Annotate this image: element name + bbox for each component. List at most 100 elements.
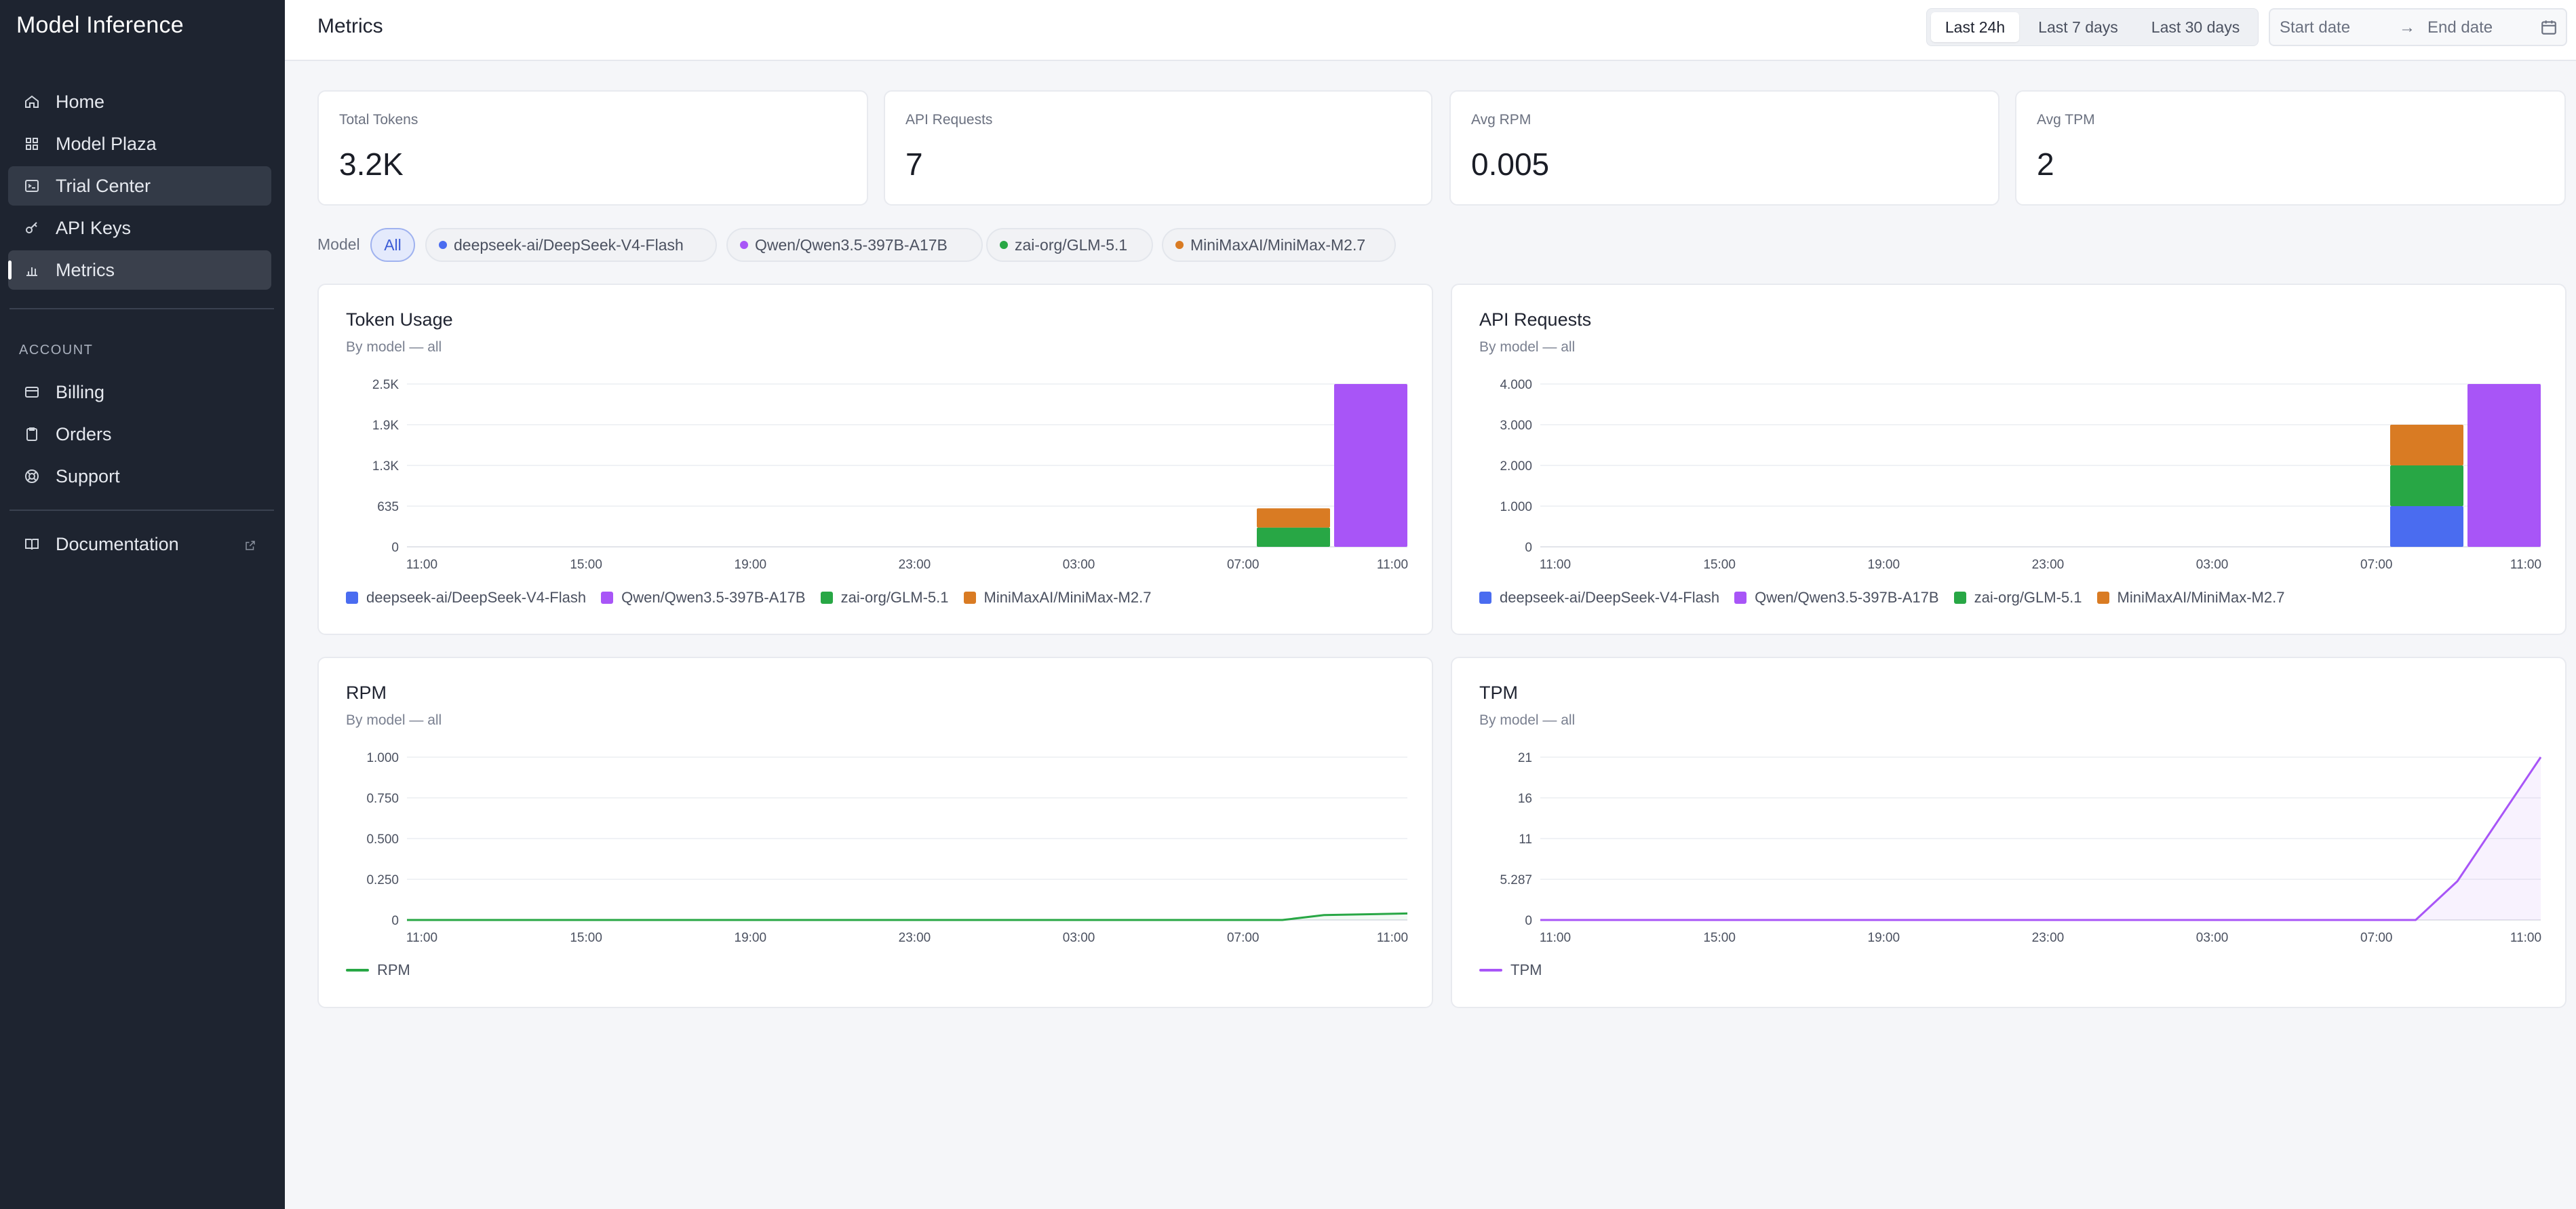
model-chip-qwen[interactable]: Qwen/Qwen3.5-397B-A17B (726, 228, 983, 262)
sidebar-item-support[interactable]: Support (8, 457, 271, 496)
chart-subtitle: By model — all (1479, 712, 1576, 728)
x-tick-label: 11:00 (406, 558, 437, 572)
calendar-icon[interactable] (2540, 18, 2558, 36)
chart-card-token-usage: Token Usage By model — all 0 635 1.3K 1.9K 2… (317, 284, 1433, 635)
sidebar-item-orders[interactable]: Orders (8, 415, 271, 454)
legend-item[interactable]: MiniMaxAI/MiniMax-M2.7 (963, 589, 1152, 607)
rpm-plot: 0 0.250 0.500 0.750 1.000 11:00 15:00 19:00 23:0… (366, 751, 1408, 945)
legend-line (1479, 969, 1502, 972)
chart-subtitle: By model — all (346, 339, 442, 355)
legend-label: MiniMaxAI/MiniMax-M2.7 (983, 589, 1152, 606)
start-date-input[interactable]: Start date (2280, 18, 2351, 37)
legend-item[interactable]: deepseek-ai/DeepSeek-V4-Flash (1479, 589, 1719, 607)
legend-label: MiniMaxAI/MiniMax-M2.7 (2117, 589, 2285, 606)
sidebar-item-label: Trial Center (56, 175, 151, 196)
y-tick-label: 3.000 (1500, 419, 1532, 433)
legend-swatch (601, 592, 614, 604)
legend-item[interactable]: MiniMaxAI/MiniMax-M2.7 (2096, 589, 2285, 607)
y-tick-label: 0 (391, 914, 399, 928)
model-color-dot (439, 241, 447, 249)
legend-item[interactable]: deepseek-ai/DeepSeek-V4-Flash (346, 589, 586, 607)
stat-value: 2 (2037, 147, 2054, 182)
range-last-24h[interactable]: Last 24h (1931, 12, 2019, 42)
x-tick-label: 19:00 (1868, 558, 1900, 572)
date-range-picker[interactable]: Start date → End date (2269, 8, 2567, 46)
x-tick-label: 07:00 (1227, 931, 1260, 945)
model-color-dot (1000, 241, 1008, 249)
area-fill (1540, 757, 2541, 920)
range-last-7-days[interactable]: Last 7 days (2038, 18, 2118, 36)
y-tick-label: 5.287 (1500, 873, 1532, 887)
stat-card-avg-rpm: Avg RPM 0.005 (1449, 90, 1999, 206)
section-label-account: ACCOUNT (19, 343, 94, 358)
y-tick-label: 1.9K (372, 419, 399, 433)
sidebar-item-metrics[interactable]: Metrics (8, 250, 271, 290)
legend-item[interactable]: RPM (346, 961, 410, 979)
legend-swatch (346, 592, 358, 604)
y-tick-label: 0.750 (366, 792, 399, 806)
y-tick-label: 16 (1518, 792, 1532, 806)
sidebar-item-trial-center[interactable]: Trial Center (8, 166, 271, 206)
model-chip-minimax[interactable]: MiniMaxAI/MiniMax-M2.7 (1162, 228, 1396, 262)
brand-title: Model Inference (16, 12, 184, 38)
chart-title: Token Usage (346, 309, 453, 330)
series-line (407, 912, 1408, 921)
model-chip-all[interactable]: All (370, 228, 415, 262)
x-tick-label: 19:00 (735, 931, 767, 945)
legend-swatch (2096, 592, 2109, 604)
legend-item[interactable]: TPM (1479, 961, 1542, 979)
chart-subtitle: By model — all (346, 712, 442, 728)
x-tick-label: 07:00 (2360, 931, 2393, 945)
x-tick-label: 11:00 (2510, 558, 2541, 572)
credit-card-icon (23, 383, 41, 401)
bar-chart-icon (23, 261, 41, 279)
api-requests-plot: 0 1.000 2.000 3.000 4.000 11:00 15:00 19:00 23:0… (1500, 378, 2541, 572)
y-tick-label: 1.3K (372, 459, 399, 474)
y-tick-label: 11 (1519, 832, 1532, 847)
lifebuoy-icon (23, 467, 41, 485)
book-icon (23, 535, 41, 553)
y-tick-label: 0 (1525, 541, 1532, 555)
y-tick-label: 4.000 (1500, 378, 1532, 392)
x-tick-label: 23:00 (2032, 558, 2065, 572)
model-chip-label: MiniMaxAI/MiniMax-M2.7 (1190, 235, 1366, 254)
bar-segment (1257, 508, 1330, 528)
x-tick-label: 23:00 (2032, 931, 2065, 945)
legend-item[interactable]: zai-org/GLM-5.1 (820, 589, 949, 607)
y-tick-label: 635 (377, 500, 399, 514)
legend-label: RPM (377, 961, 410, 978)
stat-value: 3.2K (339, 147, 404, 182)
tpm-plot: 0 5.287 11 16 21 11:00 15:00 19:00 23:00 03:00 07:… (1500, 751, 2542, 945)
model-chip-glm[interactable]: zai-org/GLM-5.1 (986, 228, 1153, 262)
legend-item[interactable]: Qwen/Qwen3.5-397B-A17B (601, 589, 806, 607)
model-filter-label: Model (317, 235, 360, 253)
y-tick-label: 1.000 (366, 751, 399, 765)
legend-item[interactable]: zai-org/GLM-5.1 (1953, 589, 2082, 607)
stat-label: API Requests (905, 112, 993, 128)
x-tick-label: 03:00 (2196, 931, 2229, 945)
legend-label: Qwen/Qwen3.5-397B-A17B (1755, 589, 1939, 606)
sidebar-item-documentation[interactable]: Documentation (8, 524, 271, 564)
legend-label: deepseek-ai/DeepSeek-V4-Flash (1500, 589, 1720, 606)
sidebar-item-billing[interactable]: Billing (8, 372, 271, 412)
sidebar-item-api-keys[interactable]: API Keys (8, 208, 271, 248)
x-tick-label: 03:00 (2196, 558, 2229, 572)
x-tick-label: 07:00 (2360, 558, 2393, 572)
divider (9, 308, 274, 309)
end-date-input[interactable]: End date (2427, 18, 2493, 37)
legend-item[interactable]: Qwen/Qwen3.5-397B-A17B (1734, 589, 1939, 607)
x-tick-label: 15:00 (570, 558, 602, 572)
sidebar-item-model-plaza[interactable]: Model Plaza (8, 124, 271, 164)
y-tick-label: 1.000 (1500, 500, 1532, 514)
key-icon (23, 219, 41, 237)
chart-legend: deepseek-ai/DeepSeek-V4-Flash Qwen/Qwen3… (1479, 589, 2299, 607)
sidebar-item-home[interactable]: Home (8, 82, 271, 121)
clipboard-icon (23, 425, 41, 443)
x-tick-label: 15:00 (1703, 931, 1736, 945)
sidebar-item-label: Documentation (56, 533, 179, 554)
model-chip-deepseek[interactable]: deepseek-ai/DeepSeek-V4-Flash (425, 228, 717, 262)
range-last-30-days[interactable]: Last 30 days (2151, 18, 2240, 36)
bar-segment (1334, 384, 1407, 547)
active-indicator (8, 261, 12, 280)
chart-card-rpm: RPM By model — all 0 0.250 0.500 0.750 1.000… (317, 657, 1433, 1008)
